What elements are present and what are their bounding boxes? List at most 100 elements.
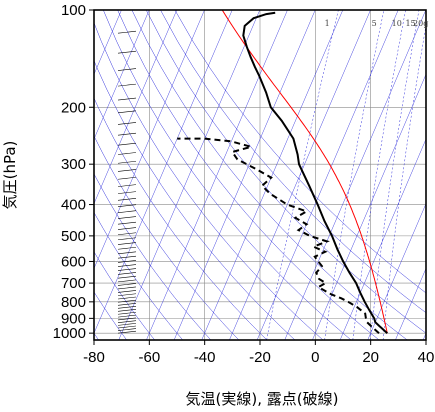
wind-barb: [117, 255, 137, 259]
dewpoint-profile-line: [177, 137, 380, 334]
dry-adiabat-line: [117, 10, 380, 340]
wind-barb: [117, 279, 137, 283]
y-tick-label: 100: [61, 2, 86, 19]
sounding-series: [177, 11, 388, 334]
mixing-ratio-line: [324, 10, 385, 340]
wind-barb: [117, 323, 137, 326]
skewed-isotherm-line: [94, 10, 233, 334]
moist-adiabat-line: [221, 10, 388, 334]
dry-adiabat-line: [131, 10, 408, 340]
skewed-isotherm-line: [94, 10, 178, 205]
thermo-background: [94, 10, 426, 340]
mixing-ratio-label: 1: [325, 19, 330, 28]
wind-barb: [117, 68, 137, 71]
wind-barb: [117, 264, 137, 267]
wind-barb: [117, 246, 137, 250]
y-tick-label: 600: [61, 253, 86, 270]
mixing-ratio-label: 10: [392, 19, 402, 28]
x-tick-label: 40: [418, 349, 435, 366]
mixing-ratio-line: [352, 10, 406, 340]
dry-adiabat-line: [160, 10, 426, 314]
wind-barb: [117, 303, 137, 306]
skewed-isotherm-line: [201, 10, 344, 340]
wind-barb: [117, 330, 137, 334]
wind-barb: [117, 160, 137, 164]
mixing-ratio-label: 20g: [413, 19, 428, 28]
x-tick-label: -40: [194, 349, 216, 366]
wind-barb: [117, 290, 137, 293]
x-tick-label: -80: [83, 349, 105, 366]
dry-adiabat-line: [145, 10, 426, 334]
wind-barb: [117, 184, 137, 187]
skewed-isotherm-line: [94, 10, 150, 140]
wind-barb: [117, 272, 137, 275]
wind-barb: [117, 232, 137, 236]
wind-barb: [117, 122, 137, 125]
skewed-isotherm-line: [312, 73, 426, 340]
wind-barb: [117, 132, 137, 136]
x-tick-label: -60: [138, 349, 160, 366]
wind-barb: [117, 309, 137, 312]
wind-barb: [117, 83, 137, 87]
skewed-isotherm-line: [118, 10, 261, 340]
wind-barb: [117, 169, 137, 172]
skewed-isotherm-line: [94, 10, 205, 270]
skewed-isotherm-line: [395, 267, 426, 340]
skewed-isotherm-line: [146, 10, 288, 340]
x-tick-label: -20: [249, 349, 271, 366]
x-tick-label: 0: [311, 349, 319, 366]
wind-barb: [117, 293, 137, 297]
x-axis-title: 気温(実線), 露点(破線): [186, 390, 339, 408]
skewed-isotherm-line: [256, 10, 399, 340]
skewed-isotherm-line: [173, 10, 316, 340]
dry-adiabat-line: [103, 10, 352, 340]
y-tick-label: 1000: [53, 325, 86, 342]
wind-barb: [117, 306, 137, 309]
wind-barb: [117, 221, 137, 225]
wind-barb: [117, 275, 137, 279]
dry-adiabat-line: [94, 251, 155, 340]
x-axis-ticks: -80 -60 -40 -20 0 20 40: [83, 340, 434, 366]
wind-barb: [117, 216, 137, 219]
skewed-isotherm-line: [94, 10, 122, 75]
y-tick-label: 500: [61, 228, 86, 245]
skewed-isotherm-line: [367, 203, 426, 340]
wind-barb: [117, 30, 137, 34]
wind-barb: [117, 286, 137, 290]
wind-barb: [117, 197, 137, 201]
y-tick-label: 900: [61, 310, 86, 327]
mixing-ratio-label: 5: [372, 19, 377, 28]
wind-barb: [117, 242, 137, 245]
y-axis-title: 気圧(hPa): [1, 141, 19, 210]
wind-barb: [117, 325, 137, 329]
wind-barb: [117, 110, 137, 114]
wind-barb: [117, 311, 137, 315]
skewed-isotherm-line: [339, 138, 426, 340]
wind-barb: [117, 50, 137, 54]
wind-barb: [117, 260, 137, 263]
wind-barb: [117, 152, 137, 155]
wind-barb: [117, 97, 137, 101]
skewed-isotherm-line: [229, 10, 371, 340]
mixing-ratio-line: [382, 24, 426, 340]
wind-barbs: [117, 30, 137, 334]
wind-barb: [117, 142, 137, 146]
wind-barb: [117, 210, 137, 214]
x-tick-label: 20: [362, 349, 379, 366]
wind-barb: [117, 314, 137, 318]
dry-adiabat-line: [94, 291, 127, 340]
dry-adiabat-line: [94, 97, 268, 340]
wind-barb: [117, 176, 137, 180]
y-tick-label: 400: [61, 197, 86, 214]
y-tick-label: 200: [61, 99, 86, 116]
dry-adiabat-line: [94, 212, 183, 340]
wind-barb: [117, 268, 137, 271]
mixing-ratio-label: 15: [405, 19, 415, 28]
dry-adiabat-line: [174, 10, 426, 294]
wind-barb: [117, 317, 137, 321]
y-tick-label: 800: [61, 294, 86, 311]
dry-adiabat-line: [94, 135, 240, 340]
